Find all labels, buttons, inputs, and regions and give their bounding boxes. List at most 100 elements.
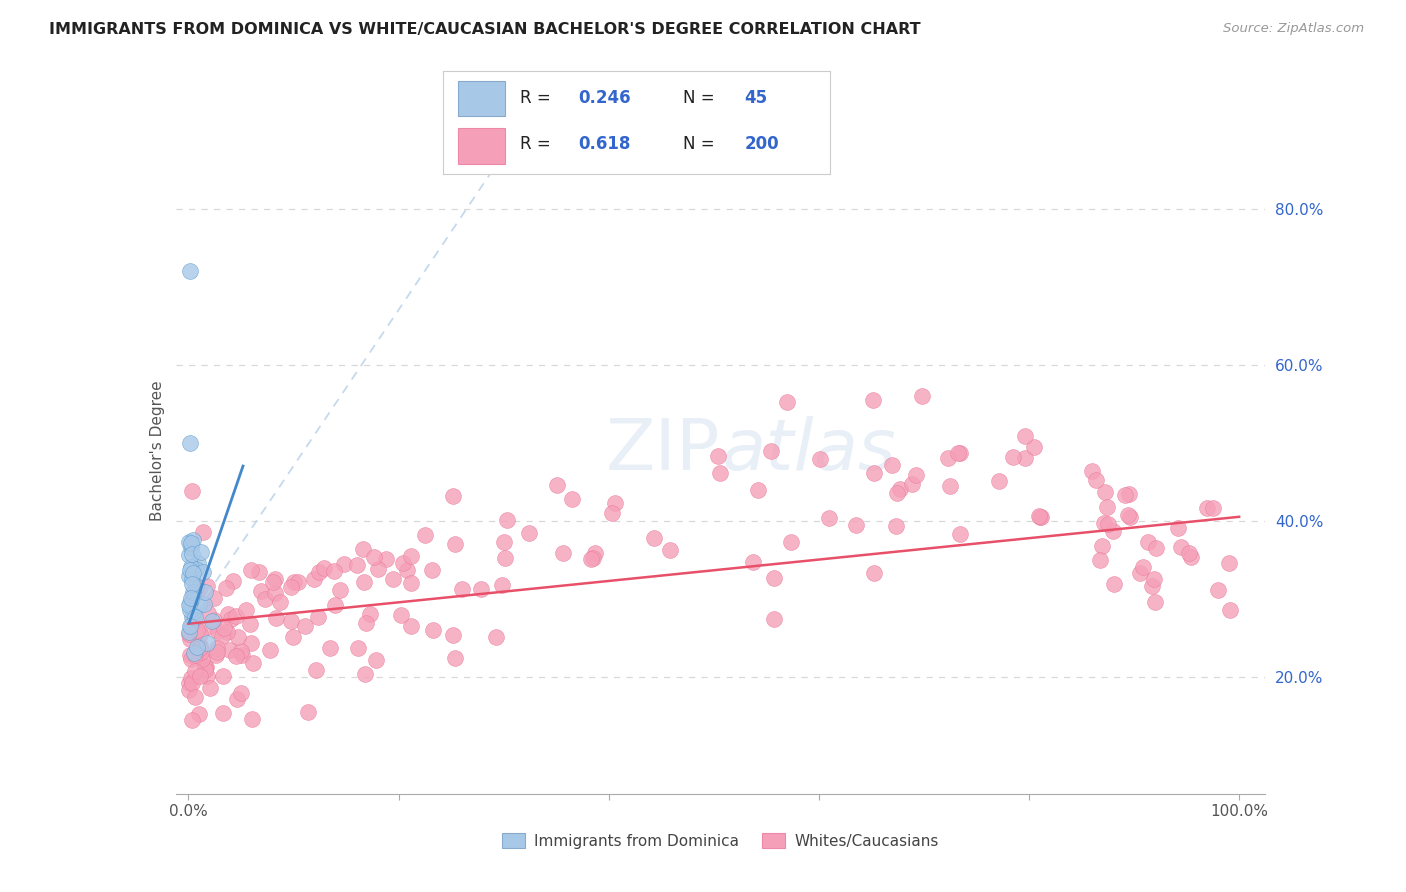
Point <box>259 642 281 657</box>
Point <box>862 467 884 481</box>
Point <box>250 584 273 599</box>
Point <box>181 589 204 603</box>
Point <box>188 668 211 682</box>
Point <box>194 664 217 678</box>
Point <box>180 671 202 685</box>
Point <box>254 591 277 606</box>
Point <box>211 669 233 683</box>
Point <box>1116 508 1139 522</box>
Y-axis label: Bachelor's Degree: Bachelor's Degree <box>149 380 165 521</box>
Point <box>188 627 211 641</box>
Point <box>184 610 207 624</box>
Point <box>183 648 205 663</box>
Point <box>747 483 769 498</box>
Point <box>207 644 229 658</box>
Point <box>946 445 969 459</box>
Point <box>188 706 211 721</box>
Point <box>1202 501 1225 516</box>
Point <box>551 545 574 559</box>
Text: R =: R = <box>520 88 551 106</box>
Point <box>231 648 253 663</box>
Point <box>184 592 207 607</box>
Point <box>283 630 305 644</box>
Point <box>211 629 233 643</box>
Point <box>1178 547 1201 561</box>
Point <box>450 582 472 596</box>
Point <box>492 534 515 549</box>
Point <box>905 467 928 482</box>
Point <box>205 641 228 656</box>
Point <box>221 612 243 626</box>
Point <box>242 656 264 670</box>
Point <box>188 639 211 653</box>
Point <box>180 541 202 555</box>
Point <box>264 572 287 586</box>
Point <box>179 632 201 646</box>
Point <box>485 630 508 644</box>
Point <box>197 620 219 634</box>
Point <box>1028 508 1050 523</box>
Point <box>181 566 204 581</box>
Point <box>186 579 208 593</box>
Point <box>658 542 681 557</box>
Point <box>882 458 904 472</box>
Point <box>187 598 209 612</box>
Point <box>1091 539 1114 553</box>
Point <box>179 598 201 612</box>
Point <box>987 474 1010 488</box>
Point <box>179 627 201 641</box>
Point <box>936 451 959 466</box>
Text: R =: R = <box>520 135 551 153</box>
Point <box>179 264 201 278</box>
Point <box>1014 429 1036 443</box>
Point <box>1208 582 1230 597</box>
Point <box>181 613 204 627</box>
Point <box>225 648 247 663</box>
Point <box>205 648 228 662</box>
Point <box>179 683 201 698</box>
Point <box>1002 450 1025 465</box>
Point <box>579 552 602 566</box>
Point <box>193 660 215 674</box>
Point <box>180 619 202 633</box>
Point <box>181 577 204 591</box>
Point <box>191 651 214 665</box>
Point <box>1022 440 1045 454</box>
Point <box>1085 473 1108 487</box>
Point <box>886 486 908 500</box>
Point <box>229 644 252 658</box>
Point <box>202 613 225 627</box>
Point <box>1028 510 1050 524</box>
Point <box>179 569 201 583</box>
Point <box>247 565 270 579</box>
Point <box>184 562 207 576</box>
Point <box>389 607 412 622</box>
Point <box>229 686 252 700</box>
Text: Source: ZipAtlas.com: Source: ZipAtlas.com <box>1223 22 1364 36</box>
Point <box>183 646 205 660</box>
Point <box>949 527 972 541</box>
Point <box>884 519 907 533</box>
Point <box>363 550 385 565</box>
Point <box>346 558 368 572</box>
Point <box>1092 516 1115 530</box>
Point <box>179 563 201 577</box>
Point <box>190 645 212 659</box>
Point <box>1140 579 1163 593</box>
Point <box>190 596 212 610</box>
Point <box>212 621 235 635</box>
Point <box>1102 524 1125 539</box>
Point <box>901 476 924 491</box>
Legend: Immigrants from Dominica, Whites/Caucasians: Immigrants from Dominica, Whites/Caucasi… <box>496 827 945 855</box>
Point <box>762 570 785 584</box>
Point <box>776 394 799 409</box>
Point <box>329 583 352 598</box>
Point <box>239 563 262 577</box>
Point <box>366 653 388 667</box>
Point <box>911 389 934 403</box>
Point <box>818 510 841 524</box>
Point <box>193 597 215 611</box>
Point <box>862 393 884 408</box>
Point <box>186 624 208 638</box>
Point <box>443 651 465 665</box>
